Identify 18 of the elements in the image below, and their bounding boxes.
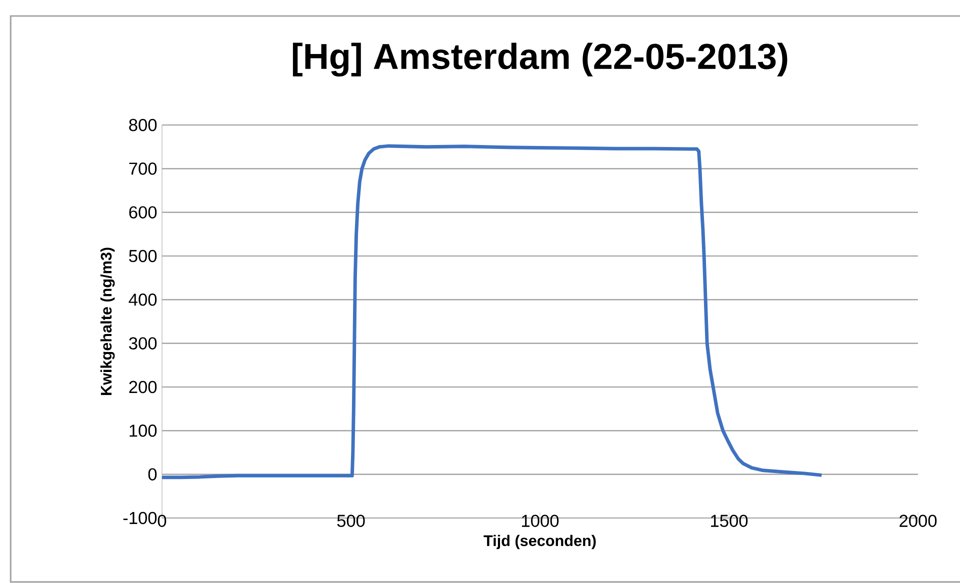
x-tick-label: 2000 [900,514,937,527]
y-tick-label: 600 [129,206,157,218]
y-tick-label: 500 [129,250,157,262]
y-tick-label: 200 [129,380,157,394]
y-tick-label: -100 [123,512,157,524]
chart-title: [Hg] Amsterdam (22-05-2013) [292,42,788,77]
y-tick-label: 700 [129,162,157,175]
x-tick-label: 1500 [711,514,748,527]
x-tick-label: 500 [337,514,365,527]
y-tick-label: 400 [128,294,157,306]
y-axis-title: Kwikgehalte (ng/m3) [100,248,115,396]
x-tick-label: 0 [158,514,166,527]
y-tick-label: 0 [148,468,157,480]
y-tick-label: 300 [129,337,157,350]
x-tick-label: 1000 [522,514,559,527]
x-axis-title: Tijd (seconden) [484,534,596,550]
y-tick-label: 800 [129,118,157,132]
y-tick-label: 100 [130,424,157,437]
